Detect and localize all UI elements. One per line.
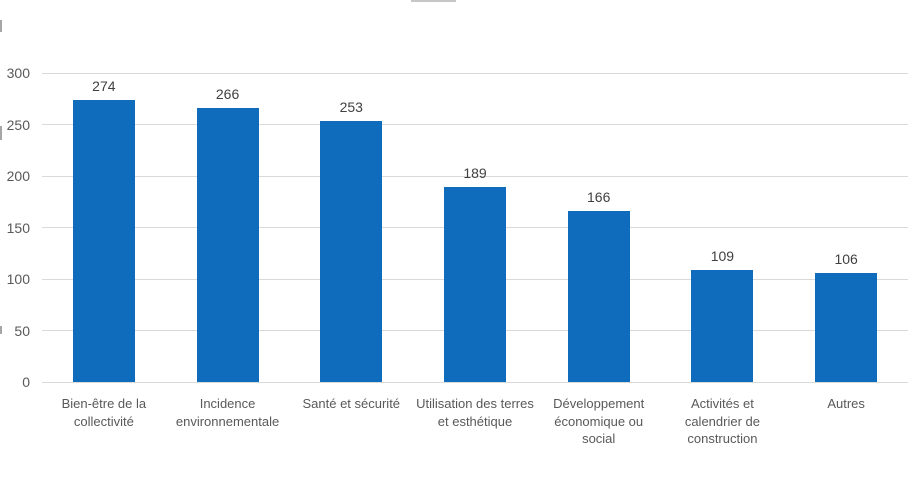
bar [691, 269, 754, 382]
bar-data-label: 253 [339, 99, 363, 116]
y-axis-tick-label: 150 [6, 219, 30, 236]
x-axis-category-label: Développement économique ou social [535, 395, 663, 448]
category-label-line: Bien-être de la [61, 396, 147, 411]
x-axis-category-label: Activités et calendrier de construction [659, 395, 787, 448]
gridline [42, 124, 908, 125]
clipped-text-fragment [0, 20, 2, 32]
category-label-line: économique ou [554, 413, 644, 429]
category-label-line: Développement [553, 396, 645, 411]
category-label-line: Santé et sécurité [302, 396, 401, 411]
category-label-line: environnementale [175, 413, 280, 429]
y-axis-tick-label: 300 [6, 65, 30, 81]
gridline [42, 175, 908, 177]
y-axis-tick-label: 0 [22, 374, 30, 390]
x-axis-category-label: Santé et sécurité [287, 395, 415, 413]
clipped-text-fragment [0, 126, 2, 140]
category-label-line: et esthétique [437, 413, 513, 429]
bar [320, 121, 383, 382]
category-label-line: social [582, 431, 616, 446]
bar-data-label: 106 [834, 250, 858, 267]
y-axis-tick-label: 200 [6, 168, 30, 184]
gridline [42, 381, 908, 383]
bar [72, 99, 135, 382]
y-axis-tick-label: 50 [14, 322, 30, 339]
bar [815, 272, 878, 382]
bar [196, 108, 259, 382]
y-axis-tick-label: 250 [6, 116, 30, 133]
category-label-line: Autres [827, 396, 865, 411]
category-label-line: construction [687, 431, 758, 446]
clipped-legend-box [411, 0, 456, 2]
category-label-line: Utilisation des terres [416, 396, 534, 411]
bar-data-label: 109 [710, 247, 735, 264]
clipped-text-fragment [0, 326, 2, 334]
x-axis-category-label: Utilisation des terres et esthétique [411, 395, 539, 430]
bar [444, 187, 506, 382]
x-axis-category-label: Autres [782, 395, 910, 413]
bar-data-label: 266 [215, 86, 240, 103]
x-axis-category-label: Bien-être de la collectivité [40, 395, 168, 430]
bar-data-label: 166 [587, 189, 611, 206]
category-label-line: Activités et [690, 396, 754, 411]
category-label-line: collectivité [73, 413, 134, 429]
category-label-line: calendrier de [684, 413, 760, 429]
gridline [42, 72, 908, 74]
bar-data-label: 189 [463, 165, 487, 182]
bar [567, 211, 630, 382]
bar-data-label: 274 [92, 77, 116, 94]
x-axis-category-label: Incidence environnementale [164, 395, 292, 430]
y-axis-tick-label: 100 [6, 271, 30, 287]
category-label-line: Incidence [199, 396, 256, 411]
